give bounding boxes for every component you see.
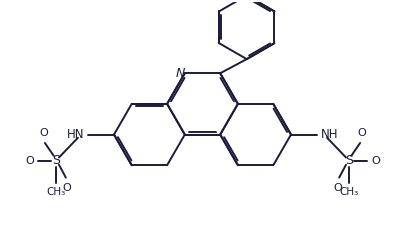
Text: O: O: [334, 183, 342, 193]
Text: HN: HN: [66, 128, 84, 141]
Text: O: O: [25, 156, 34, 166]
Text: O: O: [63, 183, 71, 193]
Text: O: O: [371, 156, 380, 166]
Text: S: S: [52, 154, 60, 167]
Text: NH: NH: [321, 128, 339, 141]
Text: N: N: [176, 67, 185, 80]
Text: CH₃: CH₃: [46, 187, 65, 197]
Text: CH₃: CH₃: [340, 187, 359, 197]
Text: O: O: [39, 128, 48, 138]
Text: O: O: [357, 128, 366, 138]
Text: S: S: [345, 154, 353, 167]
